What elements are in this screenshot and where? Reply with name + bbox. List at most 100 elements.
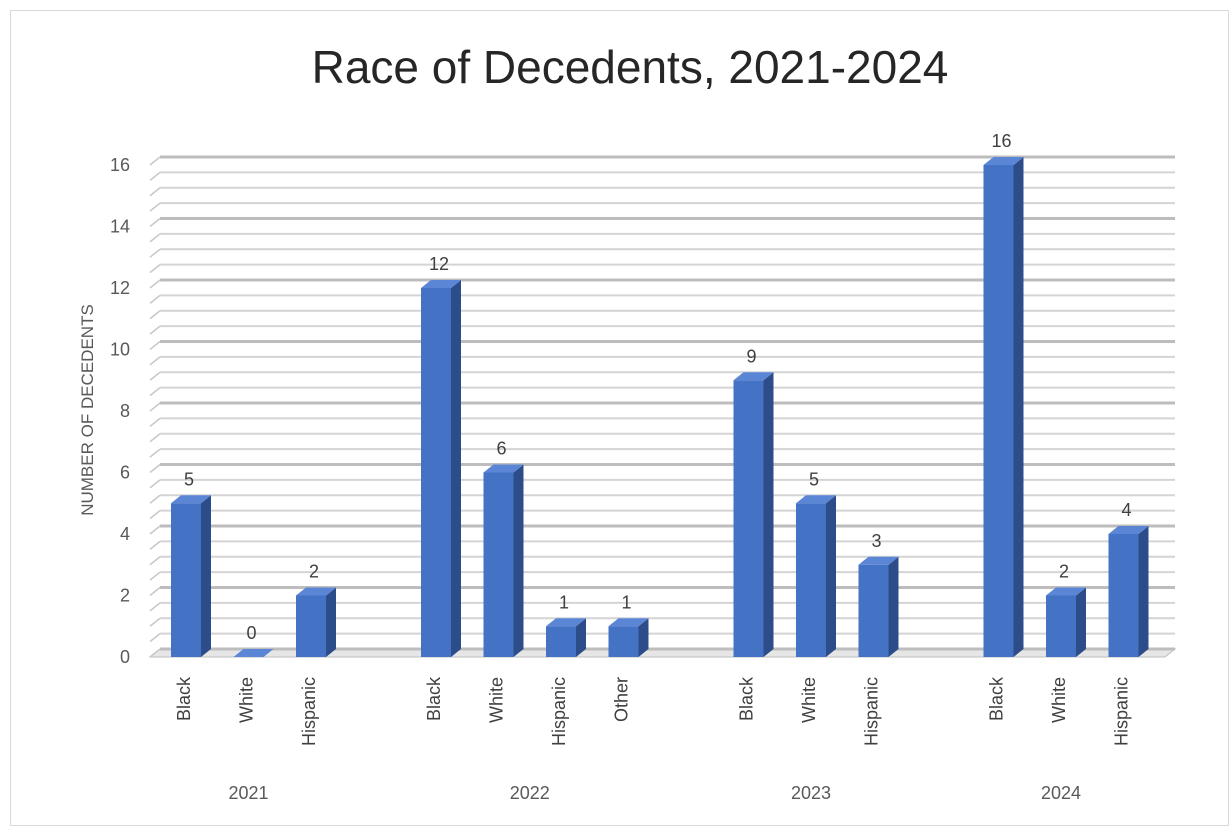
gridline-side [149,556,161,566]
data-label: 16 [991,131,1011,151]
data-label: 1 [621,592,631,612]
gridline-side [149,586,161,597]
bar-side [1013,157,1024,657]
bar-side [451,280,461,657]
data-label: 5 [809,469,819,489]
category-label: Other [612,677,632,722]
bar [483,472,514,657]
bar [421,288,451,657]
bar-top [608,618,649,627]
bar-top [546,618,586,627]
y-tick-label: 12 [110,278,130,298]
bar-side [326,587,336,657]
gridline-side [149,171,161,181]
data-label: 6 [496,439,506,459]
bar [546,626,576,657]
category-label: White [799,677,819,723]
bar [733,380,764,657]
bar-top [296,587,336,596]
gridline-side [149,479,161,489]
year-labels: 2021 2022 2023 2024 [228,783,1081,803]
bar-top [858,556,899,565]
data-label: 12 [429,254,449,274]
bars [171,157,1149,657]
y-tick-label: 14 [110,217,130,237]
year-label: 2021 [228,783,268,803]
bar-top [733,372,774,381]
bar-side [201,495,211,657]
bar-top [796,495,836,504]
data-labels: 5 0 2 12 6 1 1 9 5 3 16 2 4 [184,131,1132,643]
gridline-side [149,648,161,658]
bar-top [421,280,461,288]
data-label: 3 [871,531,881,551]
category-labels: Black White Hispanic Black White Hispanic Othe… [174,676,1132,746]
gridline-side [149,448,161,458]
bar [608,626,639,657]
year-label: 2024 [1041,783,1081,803]
gridline-side [149,294,161,304]
gridline-side [149,264,161,274]
bar-top [1046,587,1086,596]
category-label: Black [424,676,444,721]
bar-side [763,372,774,657]
category-label: White [1049,677,1069,723]
gridline-side [149,310,161,320]
gridline-side [149,202,161,212]
gridline-side [149,187,161,197]
bar [1046,595,1076,657]
bar-side [513,464,524,657]
data-label: 4 [1121,500,1131,520]
category-label: Hispanic [299,677,319,746]
gridline-side [149,571,161,581]
gridline-side [149,617,161,627]
bar-top [233,649,274,657]
gridline-side [149,387,161,397]
gridline-side [149,217,161,228]
bar-side [1138,526,1149,657]
bar [858,564,889,657]
y-axis-ticks: 0 2 4 6 8 10 12 14 16 [110,155,130,667]
gridline-side [149,340,161,351]
y-tick-label: 0 [120,647,130,667]
category-label: Black [737,676,757,721]
gridline-side [149,540,161,550]
bar-side [826,495,836,657]
bar-top [983,157,1024,165]
gridline-side [149,494,161,504]
y-tick-label: 8 [120,401,130,421]
chart-title: Race of Decedents, 2021-2024 [312,41,949,93]
gridline-side [149,510,161,520]
bar [296,595,326,657]
bar [1108,534,1139,657]
bar [983,165,1014,657]
gridline-side [149,433,161,443]
gridline-side [149,156,161,166]
category-label: White [487,677,507,723]
bar-side [638,618,649,657]
bar-top [171,495,211,504]
gridline-side [149,402,161,412]
category-label: Hispanic [549,677,569,746]
y-tick-label: 4 [120,524,130,544]
bar [171,503,201,657]
category-label: Black [174,676,194,721]
bar-top [1108,526,1149,534]
y-tick-label: 6 [120,463,130,483]
data-label: 2 [1059,562,1069,582]
y-tick-label: 10 [110,340,130,360]
category-label: Hispanic [1112,677,1132,746]
category-label: Black [987,676,1007,721]
gridline-side [149,602,161,612]
data-label: 0 [246,623,256,643]
y-tick-label: 16 [110,155,130,175]
gridline-side [149,356,161,366]
data-label: 9 [746,346,756,366]
gridline-side [149,248,161,258]
year-label: 2022 [510,783,550,803]
gridline-side [149,325,161,335]
y-axis-label: NUMBER OF DECEDENTS [78,304,97,516]
gridline-side [149,633,161,643]
data-label: 5 [184,469,194,489]
